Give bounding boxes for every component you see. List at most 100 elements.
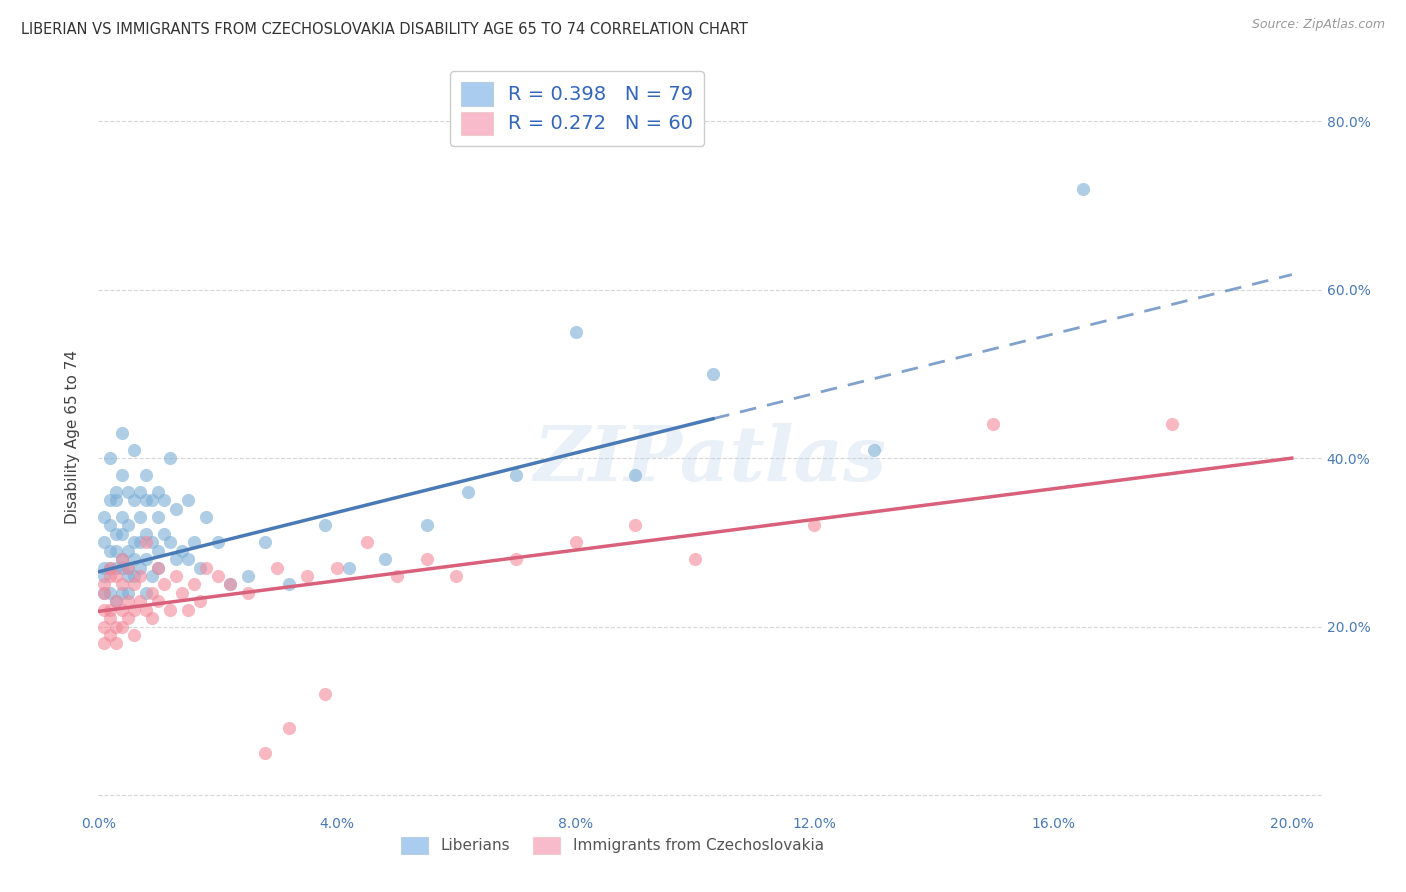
Point [415,552,437,566]
Point [111,467,134,482]
Point [129,484,152,499]
Point [122,535,145,549]
Point [105,569,128,583]
Point [122,552,145,566]
Point [93,560,115,574]
Point [683,552,706,566]
Point [111,560,134,574]
Point [129,535,152,549]
Point [218,577,240,591]
Point [135,493,157,508]
Point [194,560,217,574]
Point [146,543,169,558]
Point [98,493,121,508]
Point [374,552,396,566]
Point [111,602,134,616]
Point [105,594,128,608]
Legend: Liberians, Immigrants from Czechoslovakia: Liberians, Immigrants from Czechoslovaki… [395,830,830,860]
Point [146,594,169,608]
Text: Source: ZipAtlas.com: Source: ZipAtlas.com [1251,18,1385,31]
Point [254,535,277,549]
Point [188,560,211,574]
Point [135,586,157,600]
Point [117,518,139,533]
Point [111,619,134,633]
Point [146,560,169,574]
Point [105,484,128,499]
Point [146,560,169,574]
Point [105,527,128,541]
Point [505,552,527,566]
Point [177,602,200,616]
Point [141,493,163,508]
Point [702,367,724,381]
Point [117,569,139,583]
Point [111,425,134,440]
Point [105,619,128,633]
Point [98,451,121,466]
Point [122,602,145,616]
Point [93,619,115,633]
Point [93,602,115,616]
Point [153,493,176,508]
Point [117,560,139,574]
Point [117,586,139,600]
Point [314,518,336,533]
Point [117,543,139,558]
Point [135,535,157,549]
Point [93,569,115,583]
Point [135,467,157,482]
Point [159,535,181,549]
Point [98,560,121,574]
Point [170,543,193,558]
Point [146,510,169,524]
Point [141,586,163,600]
Point [297,569,319,583]
Point [122,442,145,457]
Point [111,586,134,600]
Point [141,569,163,583]
Point [93,636,115,650]
Point [624,518,647,533]
Point [314,687,336,701]
Point [93,586,115,600]
Point [122,577,145,591]
Point [117,611,139,625]
Point [105,636,128,650]
Point [135,602,157,616]
Point [356,535,378,549]
Point [122,628,145,642]
Point [111,527,134,541]
Point [105,560,128,574]
Point [624,467,647,482]
Point [98,611,121,625]
Point [129,569,152,583]
Point [207,569,229,583]
Point [803,518,825,533]
Point [254,746,277,760]
Point [105,543,128,558]
Point [278,577,301,591]
Point [177,493,200,508]
Point [141,535,163,549]
Point [170,586,193,600]
Point [337,560,360,574]
Point [141,611,163,625]
Point [326,560,349,574]
Point [98,518,121,533]
Point [117,484,139,499]
Point [863,442,886,457]
Point [983,417,1005,432]
Point [385,569,408,583]
Point [146,484,169,499]
Point [98,628,121,642]
Point [236,569,259,583]
Text: ZIPatlas: ZIPatlas [533,423,887,497]
Point [129,510,152,524]
Point [236,586,259,600]
Point [105,493,128,508]
Point [183,535,205,549]
Point [183,577,205,591]
Point [98,602,121,616]
Point [278,721,301,735]
